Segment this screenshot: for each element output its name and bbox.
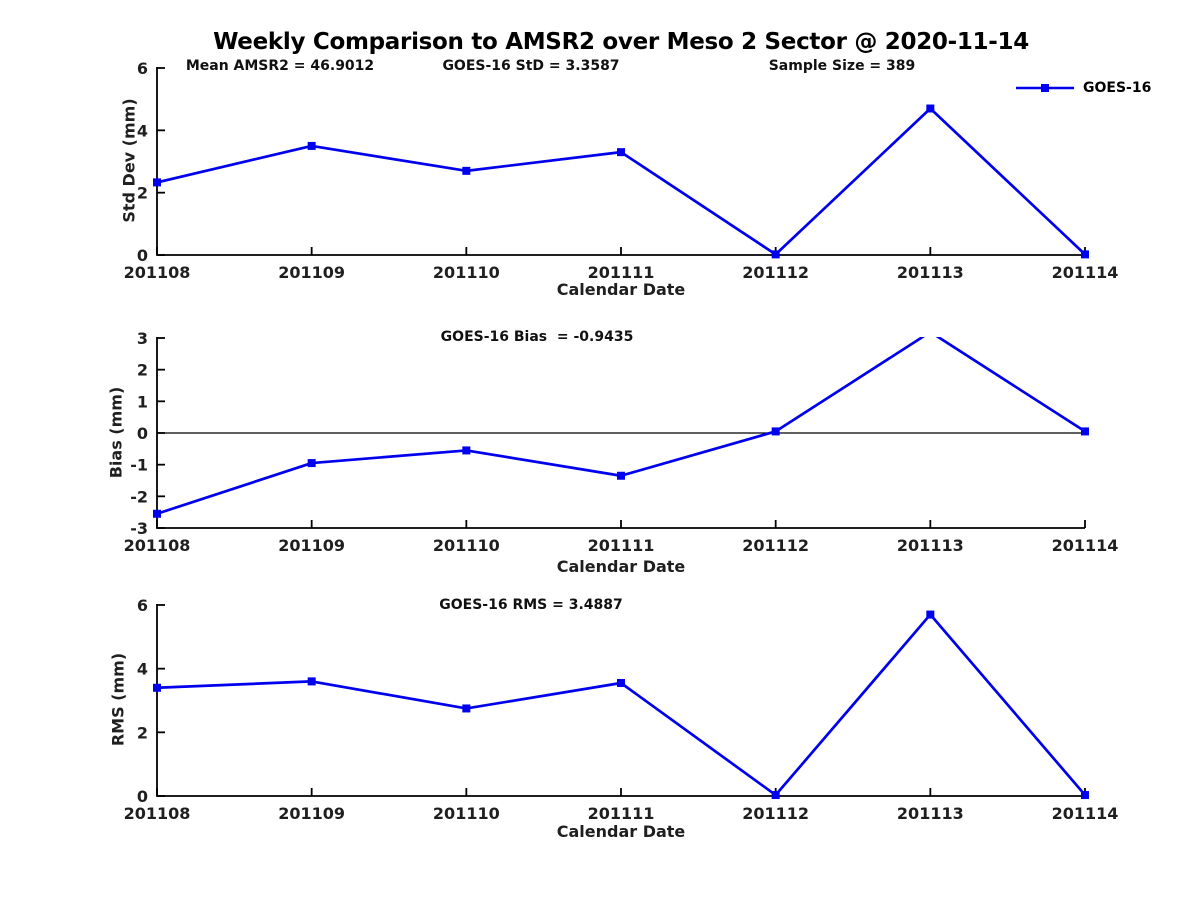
std-dev-x-tick-label: 201111 [588, 263, 655, 282]
std-dev-y-tick-label: 4 [137, 121, 148, 140]
x-axis-label-bias: Calendar Date [556, 557, 686, 576]
rms-x-tick-label: 201109 [278, 804, 345, 823]
rms-data-marker [153, 683, 161, 692]
rms-y-tick-label: 2 [137, 723, 148, 742]
rms-x-tick-label: 201108 [124, 804, 191, 823]
std-dev-x-tick-label: 201114 [1052, 263, 1119, 282]
bias-x-tick-label: 201110 [433, 536, 500, 555]
bias-data-marker [153, 509, 161, 518]
std-dev-data-marker [617, 148, 625, 157]
rms-y-tick-label: 6 [137, 596, 148, 615]
bias-y-tick-label: 1 [137, 392, 148, 411]
legend: GOES-16 [1014, 78, 1151, 98]
std-dev-data-marker [462, 166, 471, 175]
rms-x-tick-label: 201110 [433, 804, 500, 823]
annotation-mean-amsr2: Mean AMSR2 = 46.9012 [185, 58, 375, 74]
annotation-goes16-rms: GOES-16 RMS = 3.4887 [439, 597, 623, 613]
rms-data-marker [1081, 791, 1089, 800]
std-dev-x-tick-label: 201109 [278, 263, 345, 282]
std-dev-y-tick-label: 2 [137, 184, 148, 203]
rms-data-marker [462, 704, 471, 713]
bias-series-line [157, 337, 1086, 516]
bias-y-tick-label: 0 [137, 424, 148, 443]
bias-data-marker [617, 471, 625, 480]
bias-y-tick-label: -3 [130, 519, 148, 538]
std-dev-x-tick-label: 201108 [124, 263, 191, 282]
rms-x-tick-label: 201112 [742, 804, 809, 823]
bias-y-tick-label: 2 [137, 361, 148, 380]
bias-data-marker [1081, 427, 1089, 436]
annotation-goes16-std: GOES-16 StD = 3.3587 [442, 58, 620, 74]
std-dev-y-tick-label: 0 [137, 246, 148, 265]
bias-x-tick-label: 201112 [742, 536, 809, 555]
rms-y-tick-label: 0 [137, 787, 148, 806]
std-dev-data-marker [1081, 250, 1089, 259]
bias-x-tick-label: 201113 [897, 536, 964, 555]
bias-x-tick-label: 201114 [1052, 536, 1119, 555]
std-dev-x-tick-label: 201112 [742, 263, 809, 282]
figure-title: Weekly Comparison to AMSR2 over Meso 2 S… [213, 29, 1029, 55]
bias-x-tick-label: 201109 [278, 536, 345, 555]
rms-series-line [157, 613, 1086, 797]
std-dev-data-marker [926, 104, 935, 113]
y-axis-label-rms: RMS (mm) [108, 652, 128, 747]
rms-x-tick-label: 201114 [1052, 804, 1119, 823]
std-dev-data-marker [771, 250, 780, 259]
x-axis-label-stddev: Calendar Date [556, 280, 686, 299]
bias-y-tick-label: 3 [137, 329, 148, 348]
rms-data-marker [307, 677, 316, 686]
rms-data-marker [771, 791, 780, 800]
bias-data-marker [307, 459, 316, 468]
std-dev-series-line [157, 107, 1086, 256]
rms-data-marker [926, 610, 935, 619]
bias-y-tick-label: -1 [130, 456, 148, 475]
std-dev-y-tick-label: 6 [137, 59, 148, 78]
std-dev-axes [156, 67, 1085, 256]
rms-data-marker [617, 678, 625, 687]
bias-data-marker [462, 446, 471, 455]
bias-subplot: -3 -2 -1 0 1 2 3 201108 201109 201110 201111 201112… [124, 329, 1119, 555]
legend-series-label: GOES-16 [1083, 80, 1152, 96]
legend-line-marker-icon [1016, 84, 1074, 92]
rms-subplot: 0 2 4 6 201108 201109 201110 201111 201112 201113… [124, 596, 1119, 823]
std-dev-data-marker [153, 178, 161, 187]
std-dev-x-tick-label: 201113 [897, 263, 964, 282]
bias-x-tick-label: 201108 [124, 536, 191, 555]
y-axis-label-bias: Bias (mm) [106, 386, 126, 479]
y-axis-label-stddev: Std Dev (mm) [119, 98, 139, 223]
rms-x-tick-label: 201111 [588, 804, 655, 823]
x-axis-label-rms: Calendar Date [556, 822, 686, 841]
rms-x-tick-label: 201113 [897, 804, 964, 823]
std-dev-data-marker [307, 141, 316, 150]
rms-y-tick-label: 4 [137, 660, 148, 679]
annotation-goes16-bias: GOES-16 Bias = -0.9435 [440, 329, 634, 345]
std-dev-x-tick-label: 201110 [433, 263, 500, 282]
bias-x-tick-label: 201111 [588, 536, 655, 555]
bias-y-tick-label: -2 [130, 487, 148, 506]
std-dev-subplot: 0 2 4 6 201108 201109 201110 201111 201112 201113… [124, 59, 1119, 282]
annotation-sample-size: Sample Size = 389 [768, 58, 916, 74]
bias-data-marker [771, 427, 780, 436]
